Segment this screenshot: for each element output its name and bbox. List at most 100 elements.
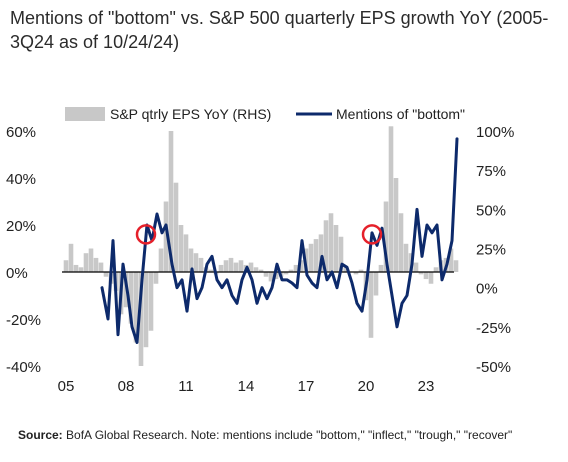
- x-tick-label: 20: [358, 378, 375, 395]
- y-right-tick-label: 100%: [476, 124, 514, 141]
- legend-bar-label: S&P qtrly EPS YoY (RHS): [110, 106, 271, 122]
- y-right-tick-label: 25%: [476, 242, 506, 259]
- eps-bar: [358, 269, 364, 272]
- source-label: Source:: [18, 428, 63, 442]
- y-left-tick-label: 0%: [6, 265, 28, 282]
- chart-title: Mentions of "bottom" vs. S&P 500 quarter…: [10, 8, 549, 52]
- eps-bar: [323, 220, 329, 272]
- y-left-tick-label: 20%: [6, 218, 36, 235]
- circle-layer: [135, 224, 383, 245]
- eps-bar: [258, 269, 264, 272]
- eps-bar: [293, 264, 299, 272]
- y-left-tick-label: -20%: [6, 312, 41, 329]
- eps-bar: [143, 272, 149, 348]
- eps-bar: [298, 260, 304, 272]
- y-left-tick-label: 60%: [6, 124, 36, 141]
- y-right-tick-label: 0%: [476, 281, 498, 298]
- eps-bar: [88, 248, 94, 272]
- eps-bar: [288, 269, 294, 272]
- eps-bar: [158, 248, 164, 272]
- eps-bar: [188, 248, 194, 272]
- highlight-circle: [361, 224, 383, 245]
- eps-bar: [263, 272, 269, 277]
- y-left-tick-label: 40%: [6, 171, 36, 188]
- eps-bar: [423, 272, 429, 280]
- y-left-tick-label: -40%: [6, 359, 41, 376]
- eps-bar: [63, 260, 69, 272]
- y-right-tick-label: -25%: [476, 320, 511, 337]
- eps-bar: [393, 178, 399, 272]
- legend-bar-swatch: [65, 107, 105, 121]
- y-right-tick-label: 50%: [476, 202, 506, 219]
- mentions-line: [100, 137, 459, 344]
- eps-bar: [163, 201, 169, 272]
- eps-bar: [448, 248, 454, 272]
- eps-bar: [178, 225, 184, 272]
- eps-bar: [183, 234, 189, 272]
- eps-bar: [83, 253, 89, 272]
- source-text: BofA Global Research. Note: mentions inc…: [62, 428, 513, 442]
- eps-bar: [308, 243, 314, 272]
- eps-bar: [238, 260, 244, 272]
- eps-bar: [193, 253, 199, 272]
- eps-bar: [433, 267, 439, 272]
- highlight-circle: [135, 224, 157, 245]
- line-layer: [100, 137, 459, 344]
- eps-bar: [103, 272, 109, 277]
- eps-bar: [428, 272, 434, 284]
- x-tick-label: 17: [298, 378, 315, 395]
- eps-bar: [403, 243, 409, 272]
- x-tick-label: 05: [58, 378, 75, 395]
- eps-bar: [418, 272, 424, 275]
- eps-bar: [398, 213, 404, 272]
- bars-layer: [63, 126, 459, 366]
- eps-bar: [333, 225, 339, 272]
- eps-bar: [453, 260, 459, 272]
- eps-bar: [343, 267, 349, 272]
- eps-bar: [313, 239, 319, 272]
- source-note: Source: BofA Global Research. Note: ment…: [18, 428, 512, 442]
- eps-bar: [148, 272, 154, 331]
- eps-bar: [168, 131, 174, 272]
- eps-bar: [78, 267, 84, 272]
- eps-bar: [198, 257, 204, 272]
- axis-layer: 60% 40% 20% 0% -20% -40% 100% 75% 50% 25% 0% -25% -5…: [6, 124, 514, 395]
- eps-bar: [388, 126, 394, 272]
- eps-bar: [208, 269, 214, 272]
- legend: S&P qtrly EPS YoY (RHS) Mentions of "bot…: [65, 106, 465, 122]
- eps-bar: [68, 243, 74, 272]
- eps-bar: [368, 272, 374, 338]
- eps-bar: [328, 213, 334, 272]
- eps-bar: [373, 272, 379, 296]
- eps-bar: [133, 272, 139, 343]
- eps-bar: [128, 272, 134, 324]
- eps-bar: [248, 262, 254, 272]
- eps-bar: [173, 182, 179, 272]
- eps-bar: [318, 234, 324, 272]
- eps-bar: [283, 272, 289, 275]
- eps-bar: [223, 260, 229, 272]
- eps-bar: [73, 264, 79, 272]
- eps-bar: [218, 264, 224, 272]
- eps-bar: [378, 264, 384, 272]
- x-tick-label: 14: [238, 378, 255, 395]
- eps-bar: [338, 236, 344, 272]
- x-tick-label: 23: [418, 378, 435, 395]
- eps-bar: [413, 262, 419, 272]
- y-right-tick-label: -50%: [476, 359, 511, 376]
- eps-bar: [353, 272, 359, 275]
- eps-bar: [98, 262, 104, 272]
- legend-line-label: Mentions of "bottom": [336, 106, 465, 122]
- eps-bar: [383, 201, 389, 272]
- eps-bar: [153, 272, 159, 284]
- x-tick-label: 11: [178, 378, 194, 395]
- y-right-tick-label: 75%: [476, 163, 506, 180]
- eps-bar: [253, 267, 259, 272]
- eps-bar: [228, 257, 234, 272]
- eps-bar: [233, 262, 239, 272]
- eps-bar: [268, 272, 274, 282]
- eps-bar: [138, 272, 144, 366]
- x-tick-label: 08: [118, 378, 135, 395]
- eps-bar: [93, 257, 99, 272]
